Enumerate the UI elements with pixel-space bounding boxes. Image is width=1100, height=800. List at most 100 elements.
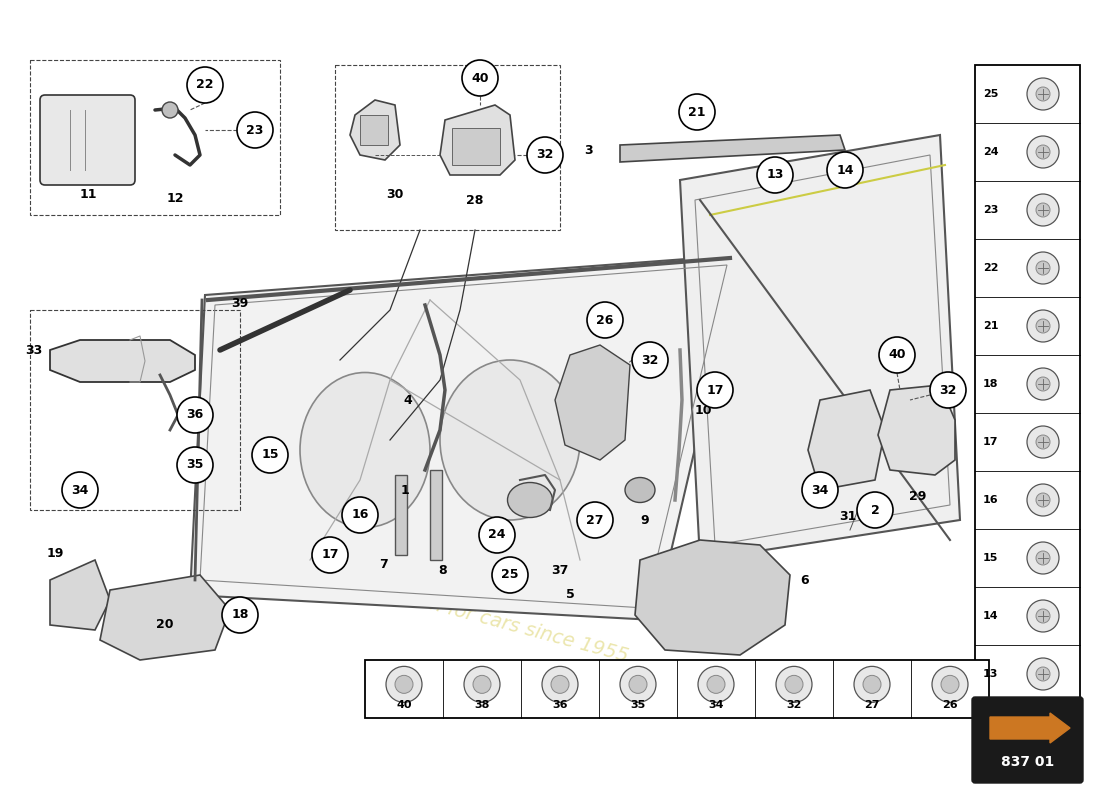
Text: 32: 32 (537, 149, 553, 162)
Text: 15: 15 (983, 553, 999, 563)
Circle shape (1027, 78, 1059, 110)
Circle shape (1036, 609, 1050, 623)
Text: 5: 5 (565, 589, 574, 602)
Text: 13: 13 (983, 669, 999, 679)
Text: 29: 29 (910, 490, 926, 503)
Text: 837 01: 837 01 (1001, 755, 1054, 769)
Bar (430, 470, 442, 560)
Text: 19: 19 (46, 547, 64, 560)
Text: 11: 11 (79, 189, 97, 202)
Circle shape (1036, 377, 1050, 391)
Text: 38: 38 (474, 700, 490, 710)
Circle shape (1027, 252, 1059, 284)
Circle shape (527, 137, 563, 173)
Circle shape (707, 675, 725, 694)
Bar (975, 65, 1080, 703)
Text: 20: 20 (156, 618, 174, 631)
Circle shape (162, 102, 178, 118)
Circle shape (236, 112, 273, 148)
FancyBboxPatch shape (972, 697, 1084, 783)
Circle shape (462, 60, 498, 96)
Ellipse shape (625, 478, 654, 502)
Bar (336, 65, 560, 230)
Text: 22: 22 (196, 78, 213, 91)
Text: 21: 21 (689, 106, 706, 118)
Circle shape (1036, 203, 1050, 217)
Polygon shape (808, 390, 886, 490)
Text: 18: 18 (231, 609, 249, 622)
Polygon shape (680, 135, 960, 560)
Text: 36: 36 (186, 409, 204, 422)
Text: 1: 1 (400, 483, 409, 497)
Circle shape (312, 537, 348, 573)
Circle shape (632, 342, 668, 378)
Circle shape (879, 337, 915, 373)
Polygon shape (350, 100, 400, 160)
Circle shape (854, 666, 890, 702)
Circle shape (1027, 600, 1059, 632)
Text: 17: 17 (706, 383, 724, 397)
Circle shape (1027, 136, 1059, 168)
Text: 25: 25 (983, 89, 999, 99)
Bar (30, 310, 240, 510)
Circle shape (857, 492, 893, 528)
Circle shape (1027, 194, 1059, 226)
Polygon shape (556, 345, 630, 460)
Circle shape (177, 447, 213, 483)
Polygon shape (878, 385, 955, 475)
Text: 37: 37 (551, 563, 569, 577)
Circle shape (473, 675, 491, 694)
Circle shape (542, 666, 578, 702)
Text: 35: 35 (186, 458, 204, 471)
Circle shape (342, 497, 378, 533)
Text: 32: 32 (939, 383, 957, 397)
Text: 7: 7 (379, 558, 388, 571)
Text: 10: 10 (695, 403, 713, 417)
Text: 2: 2 (870, 503, 879, 517)
Bar (360, 115, 388, 145)
Circle shape (1036, 145, 1050, 159)
Polygon shape (635, 540, 790, 655)
Bar (452, 128, 500, 165)
Text: 39: 39 (231, 297, 249, 310)
Text: 40: 40 (396, 700, 411, 710)
Text: 31: 31 (839, 510, 857, 523)
Text: 32: 32 (641, 354, 659, 366)
Text: 23: 23 (246, 123, 264, 137)
Polygon shape (620, 135, 845, 162)
Circle shape (697, 372, 733, 408)
Circle shape (940, 675, 959, 694)
Text: 34: 34 (72, 483, 89, 497)
Circle shape (1036, 87, 1050, 101)
Text: 24: 24 (983, 147, 999, 157)
Polygon shape (440, 105, 515, 175)
Polygon shape (50, 560, 110, 630)
Circle shape (827, 152, 864, 188)
Text: a passion for cars since 1955: a passion for cars since 1955 (350, 574, 630, 666)
Circle shape (578, 502, 613, 538)
Circle shape (932, 666, 968, 702)
Text: 36: 36 (552, 700, 568, 710)
Circle shape (620, 666, 656, 702)
Text: 9: 9 (640, 514, 649, 526)
Circle shape (1027, 426, 1059, 458)
Text: 21: 21 (983, 321, 999, 331)
Text: 27: 27 (865, 700, 880, 710)
Circle shape (1027, 368, 1059, 400)
Text: 27: 27 (586, 514, 604, 526)
Circle shape (551, 675, 569, 694)
Circle shape (930, 372, 966, 408)
Text: 13: 13 (767, 169, 783, 182)
Circle shape (757, 157, 793, 193)
Text: 8: 8 (438, 563, 447, 577)
Ellipse shape (300, 373, 430, 527)
Circle shape (1036, 493, 1050, 507)
Text: 35: 35 (630, 700, 646, 710)
Text: 17: 17 (321, 549, 339, 562)
Circle shape (1027, 484, 1059, 516)
Text: 12: 12 (166, 191, 184, 205)
Text: europaparts: europaparts (419, 275, 940, 525)
Circle shape (785, 675, 803, 694)
Text: 6: 6 (800, 574, 808, 586)
Ellipse shape (440, 360, 580, 520)
